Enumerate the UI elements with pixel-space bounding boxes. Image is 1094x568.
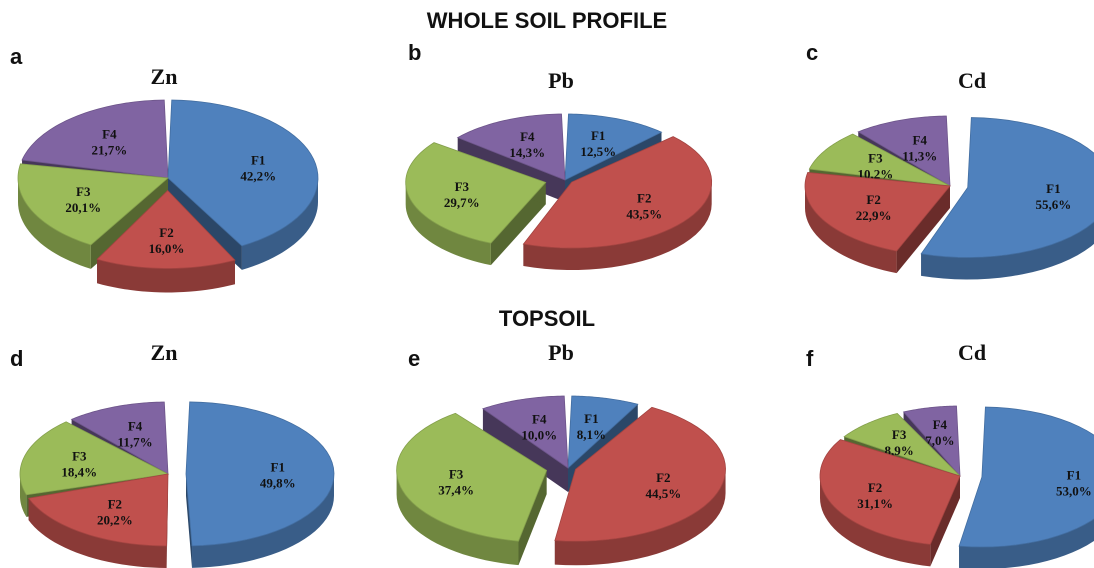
slice-value-f3: 18,4%: [61, 465, 97, 480]
slice-value-f1: 8,1%: [577, 427, 606, 442]
slice-value-f1: 55,6%: [1036, 197, 1072, 212]
slice-label-f1: F1: [584, 411, 598, 426]
slice-label-f3: F3: [868, 150, 883, 165]
slice-label-f2: F2: [637, 191, 651, 206]
slice-value-f1: 12,5%: [580, 144, 616, 159]
slice-label-f3: F3: [455, 179, 470, 194]
slice-value-f2: 20,2%: [97, 512, 133, 527]
slice-value-f2: 44,5%: [645, 486, 681, 501]
slice-f1: [167, 99, 319, 270]
slice-value-f4: 7,0%: [925, 433, 954, 448]
slice-value-f1: 42,2%: [240, 168, 276, 183]
slice-label-f4: F4: [532, 412, 547, 427]
panel-letter-e: e: [408, 346, 421, 371]
slice-label-f2: F2: [108, 496, 122, 511]
slice-value-f1: 49,8%: [260, 476, 296, 491]
panel-letter-d: d: [10, 346, 24, 371]
slice-value-f2: 43,5%: [626, 207, 662, 222]
slice-value-f4: 10,0%: [521, 428, 557, 443]
slice-value-f1: 53,0%: [1056, 483, 1092, 498]
slice-f1: [958, 406, 1094, 568]
slice-label-f3: F3: [76, 184, 91, 199]
slice-value-f3: 20,1%: [65, 200, 101, 215]
slice-label-f4: F4: [128, 418, 143, 433]
slice-value-f3: 8,9%: [884, 443, 913, 458]
slice-label-f4: F4: [933, 417, 948, 432]
section-title-whole-soil-profile: WHOLE SOIL PROFILE: [426, 8, 668, 33]
section-title-topsoil: TOPSOIL: [498, 306, 596, 331]
slice-value-f4: 14,3%: [509, 145, 545, 160]
slice-value-f3: 37,4%: [438, 483, 474, 498]
chart-title-cd-topsoil: Cd: [957, 340, 987, 365]
slice-value-f2: 16,0%: [149, 241, 185, 256]
slice-f2: [554, 406, 726, 566]
panel-letter-b: b: [408, 40, 422, 65]
slice-label-f1: F1: [1046, 181, 1060, 196]
slice-f3: [405, 142, 547, 266]
chart-title-cd-whole: Cd: [957, 68, 987, 93]
slice-label-f1: F1: [271, 460, 285, 475]
slice-f2: [804, 172, 951, 274]
slice-f2: [522, 136, 713, 271]
panel-letter-a: a: [10, 44, 23, 69]
slice-value-f4: 11,3%: [902, 149, 937, 164]
slice-label-f3: F3: [72, 449, 87, 464]
slice-label-f3: F3: [892, 427, 907, 442]
slice-f2: [819, 439, 961, 567]
slice-label-f2: F2: [656, 470, 670, 485]
slice-value-f4: 21,7%: [92, 142, 128, 157]
slice-value-f2: 31,1%: [857, 496, 893, 511]
slice-f3: [396, 412, 548, 566]
slice-label-f4: F4: [520, 129, 535, 144]
chart-title-zn-whole: Zn: [150, 64, 178, 89]
slice-label-f2: F2: [159, 225, 173, 240]
slice-value-f4: 11,7%: [118, 434, 153, 449]
slice-label-f4: F4: [913, 133, 928, 148]
slice-f1: [185, 401, 335, 568]
panel-letter-f: f: [806, 346, 814, 371]
panel-letter-c: c: [806, 40, 819, 65]
slice-label-f1: F1: [251, 152, 265, 167]
slice-label-f2: F2: [866, 192, 880, 207]
slice-label-f4: F4: [102, 126, 117, 141]
slice-value-f2: 22,9%: [856, 208, 892, 223]
slice-label-f3: F3: [449, 467, 464, 482]
slice-f1: [920, 117, 1094, 280]
slice-label-f1: F1: [1067, 467, 1081, 482]
chart-title-pb-whole: Pb: [548, 68, 574, 93]
chart-title-pb-topsoil: Pb: [548, 340, 574, 365]
slice-label-f2: F2: [868, 480, 882, 495]
chart-title-zn-topsoil: Zn: [150, 340, 178, 365]
slice-f2: [27, 473, 169, 568]
slice-label-f1: F1: [591, 128, 605, 143]
slice-value-f3: 29,7%: [444, 195, 480, 210]
slice-f2: [96, 189, 236, 293]
